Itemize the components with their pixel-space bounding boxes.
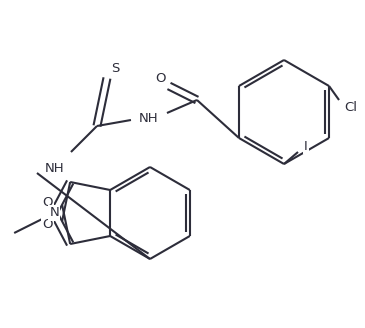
Text: O: O [42, 195, 53, 209]
Text: NH: NH [139, 112, 159, 125]
Text: S: S [111, 62, 119, 74]
Text: NH: NH [45, 161, 65, 174]
Text: I: I [304, 139, 308, 153]
Text: Cl: Cl [345, 101, 358, 114]
Text: O: O [42, 217, 53, 231]
Text: N: N [49, 207, 59, 219]
Text: O: O [156, 72, 166, 85]
